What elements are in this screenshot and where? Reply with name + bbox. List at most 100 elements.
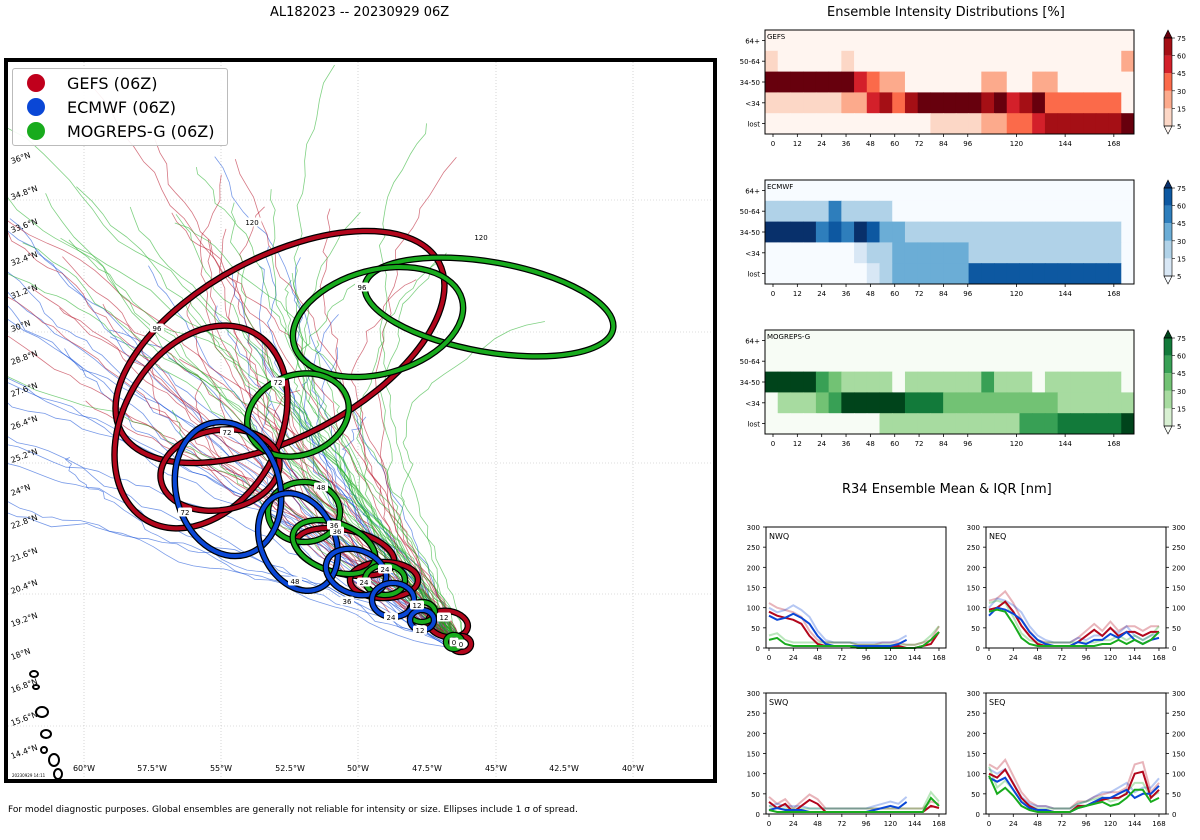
heatmap-cell xyxy=(815,413,830,435)
colorbar-segment xyxy=(1164,258,1172,276)
forecast-hour-label: 96 xyxy=(358,284,367,292)
heatmap-cell xyxy=(981,50,995,73)
row-label: <34 xyxy=(745,250,760,258)
forecast-hour-label-bg xyxy=(384,612,398,622)
heatmap-cell xyxy=(866,263,881,285)
heatmap-cell xyxy=(955,50,970,73)
heatmap-cell xyxy=(981,350,995,373)
legend-label: GEFS (06Z) xyxy=(67,73,158,93)
heatmap-cell xyxy=(1083,180,1097,202)
x-tick-label: 168 xyxy=(1152,820,1165,828)
heatmap-cell xyxy=(1044,113,1059,135)
y-tick-label: 200 xyxy=(967,730,980,738)
heatmap-cell xyxy=(904,371,919,393)
heatmap-cell xyxy=(841,330,855,352)
heatmap-cell xyxy=(994,200,1008,223)
legend-label: MOGREPS-G (06Z) xyxy=(67,121,215,141)
heatmap-cell xyxy=(892,221,906,243)
x-tick-label: 120 xyxy=(1010,440,1023,448)
heatmap-cell xyxy=(803,242,817,264)
x-tick-label: 120 xyxy=(1010,140,1023,148)
forecast-hour-label-bg xyxy=(220,427,234,437)
heatmap-cell xyxy=(1006,242,1020,264)
heatmap-cell xyxy=(981,330,995,352)
heatmap-cell xyxy=(1032,71,1046,93)
longitude-label: 50°W xyxy=(347,764,369,773)
heatmap-cell xyxy=(968,350,982,373)
colorbar-tick-label: 15 xyxy=(1177,255,1186,263)
x-tick-label: 24 xyxy=(1009,820,1018,828)
x-tick-label: 96 xyxy=(963,440,972,448)
heatmap-cell xyxy=(777,392,791,414)
heatmap-cell xyxy=(841,392,855,414)
heatmap-cell xyxy=(765,50,779,73)
heatmap-cell xyxy=(1006,263,1020,285)
heatmap-cell xyxy=(1095,350,1110,373)
series-line xyxy=(988,606,1160,647)
heatmap-cell xyxy=(981,92,995,114)
heatmap-cell xyxy=(981,413,995,435)
forecast-hour-label-bg xyxy=(437,612,451,622)
longitude-label: 55°W xyxy=(210,764,232,773)
longitude-label: 40°W xyxy=(622,764,644,773)
heatmap-cell xyxy=(815,50,830,73)
heatmap-cell xyxy=(943,242,957,264)
heatmap-cell xyxy=(892,50,906,73)
forecast-hour-label-bg xyxy=(378,564,392,574)
nwq-r34-plot: NWQ 0 50 100 150 200 250 300 0 24 48 72 96 120 144 168 xyxy=(747,524,947,662)
heatmap-cell xyxy=(943,92,957,114)
colorbar-tick-label: 60 xyxy=(1177,203,1186,211)
heatmap-cell xyxy=(790,71,804,93)
heatmap-cell xyxy=(815,242,830,264)
heatmap-cell xyxy=(943,71,957,93)
heatmap-cell xyxy=(803,113,817,135)
heatmap-cell xyxy=(968,330,982,352)
heatmap-cell xyxy=(994,392,1008,414)
y-tick-label: 300 xyxy=(747,524,760,532)
x-tick-label: 60 xyxy=(890,440,899,448)
heatmap-cell xyxy=(803,263,817,285)
heatmap-cell xyxy=(968,221,982,243)
y-tick-label: 150 xyxy=(967,751,980,759)
heatmap-cell xyxy=(815,180,830,202)
heatmap-cell xyxy=(1121,392,1135,414)
heatmap-cell xyxy=(904,113,919,135)
map-legend: GEFS (06Z) ECMWF (06Z) MOGREPS-G (06Z) xyxy=(12,68,228,146)
x-tick-label: 24 xyxy=(817,290,826,298)
heatmap-cell xyxy=(854,263,868,285)
x-tick-label: 48 xyxy=(1033,820,1042,828)
spread-ellipse xyxy=(112,227,448,467)
heatmap-cell xyxy=(1019,371,1033,393)
heatmap-cell xyxy=(981,263,995,285)
heatmap-cell xyxy=(790,200,804,223)
heatmap-cell xyxy=(981,200,995,223)
heatmap-cell xyxy=(1057,350,1071,373)
forecast-hour-label: 36 xyxy=(330,522,339,530)
forecast-hour-label-bg xyxy=(242,217,262,227)
forecast-hour-label: 12 xyxy=(440,614,449,622)
x-tick-label: 144 xyxy=(1058,290,1072,298)
heatmap-cell xyxy=(1083,30,1097,52)
heatmap-cell xyxy=(943,371,957,393)
heatmap-cell xyxy=(981,180,995,202)
heatmap-cell xyxy=(1006,392,1020,414)
forecast-hour-label-bg xyxy=(355,282,369,292)
heatmap-cell xyxy=(994,30,1008,52)
heatmap-cell xyxy=(930,113,944,135)
forecast-hour-label-bg xyxy=(413,625,427,635)
heatmap-cell xyxy=(1070,413,1084,435)
heatmap-cell xyxy=(1083,71,1097,93)
colorbar-segment xyxy=(1164,223,1172,241)
heatmap-cell xyxy=(930,413,944,435)
x-tick-label: 144 xyxy=(1128,654,1142,662)
heatmap-cell xyxy=(879,413,893,435)
heatmap-cell xyxy=(879,50,893,73)
heatmap-cell xyxy=(1095,413,1110,435)
heatmap-cell xyxy=(765,113,779,135)
y-tick-label: 50 xyxy=(751,791,760,799)
series-line xyxy=(768,796,940,813)
heatmap-cell xyxy=(1095,392,1110,414)
heatmap-cell xyxy=(1057,113,1071,135)
heatmap-cell xyxy=(1057,200,1071,223)
